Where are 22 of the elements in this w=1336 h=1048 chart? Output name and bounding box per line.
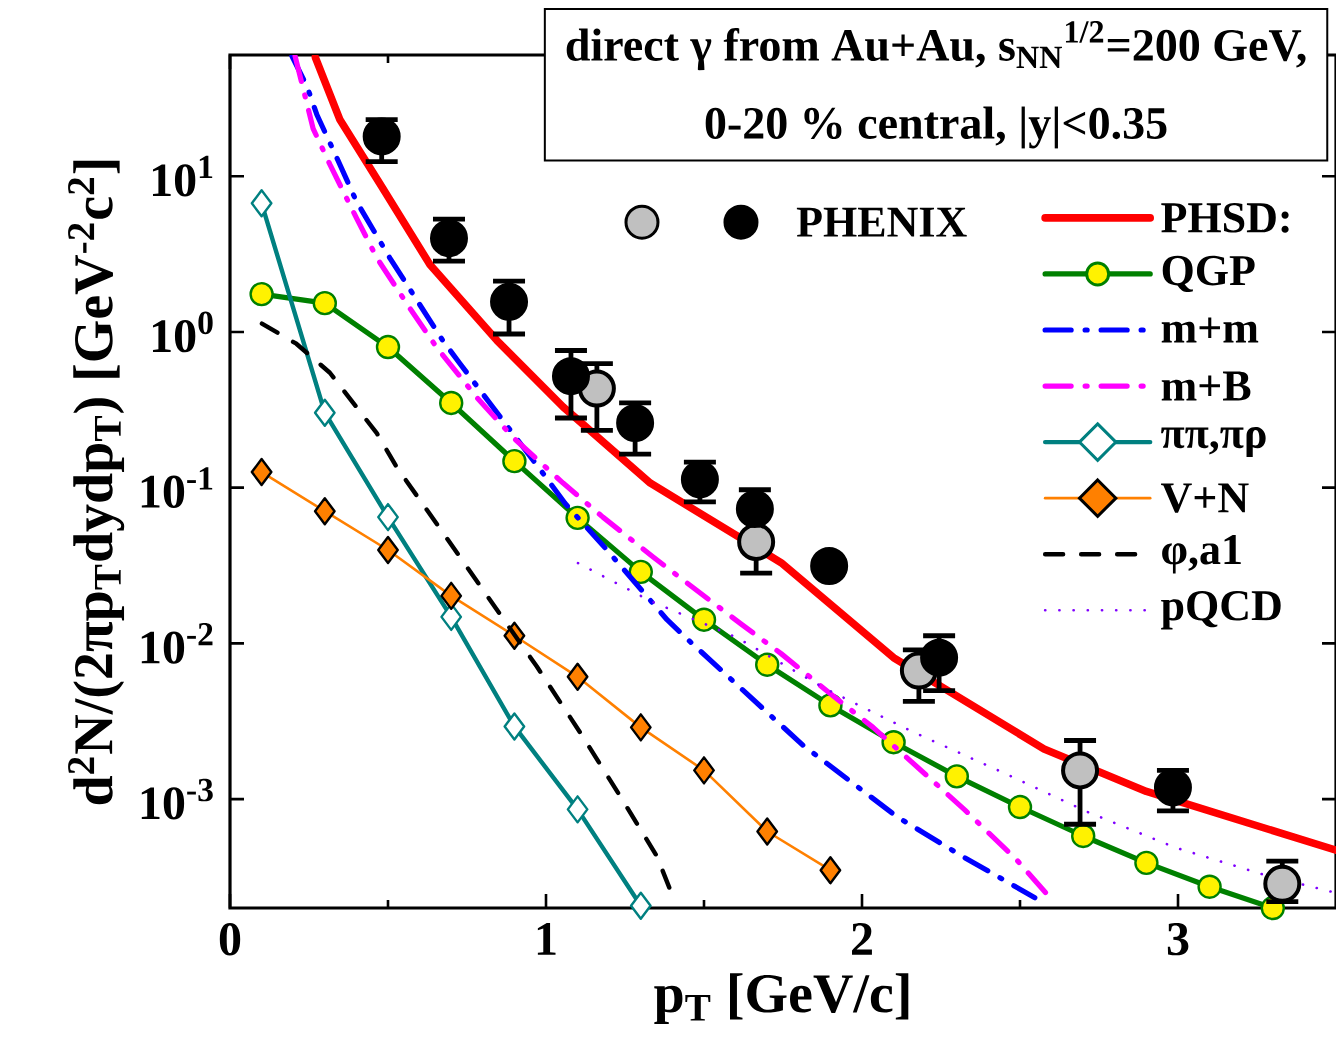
legend-label: m+B (1161, 371, 1251, 401)
y-tick-label: 10$^{-2}$ (141, 623, 213, 664)
legend-label: QGP (1162, 255, 1255, 293)
x-tick-label: 1 (537, 923, 556, 955)
text: 0-20 % central, |y|<0.35 (705, 106, 1167, 149)
legend-label: ππ,πρ (1161, 427, 1266, 458)
legend-label: m+m (1161, 317, 1259, 343)
text: d$^{2}$N/(2πp$_{T}$dydp$_{T}$) [GeV$^{-2}$c$^{2}$] (68, 160, 125, 805)
x-tick-label: 2 (852, 923, 872, 955)
y-tick-label: 10$^{1}$ (152, 155, 213, 197)
y-tick-label: 10$^{-1}$ (141, 467, 213, 509)
x-axis-title: p$_{T}$ [GeV/c] (654, 973, 909, 1024)
y-tick-label: 10$^{-3}$ (141, 778, 213, 820)
x-tick-label: 0 (219, 923, 241, 956)
y-tick-label: 10$^{0}$ (152, 311, 213, 353)
legend-label: pQCD (1161, 590, 1281, 630)
legend-label: V+N (1161, 483, 1249, 513)
chart-title: direct γ from Au+Au, s$_{NN}$$^{1/2}$=200 GeV, (566, 21, 1306, 71)
x-tick-label: 3 (1167, 923, 1189, 956)
legend-label: PHSD: (1161, 203, 1289, 233)
legend-label: φ,a1 (1162, 534, 1241, 574)
legend-label: PHENIX (796, 207, 967, 237)
